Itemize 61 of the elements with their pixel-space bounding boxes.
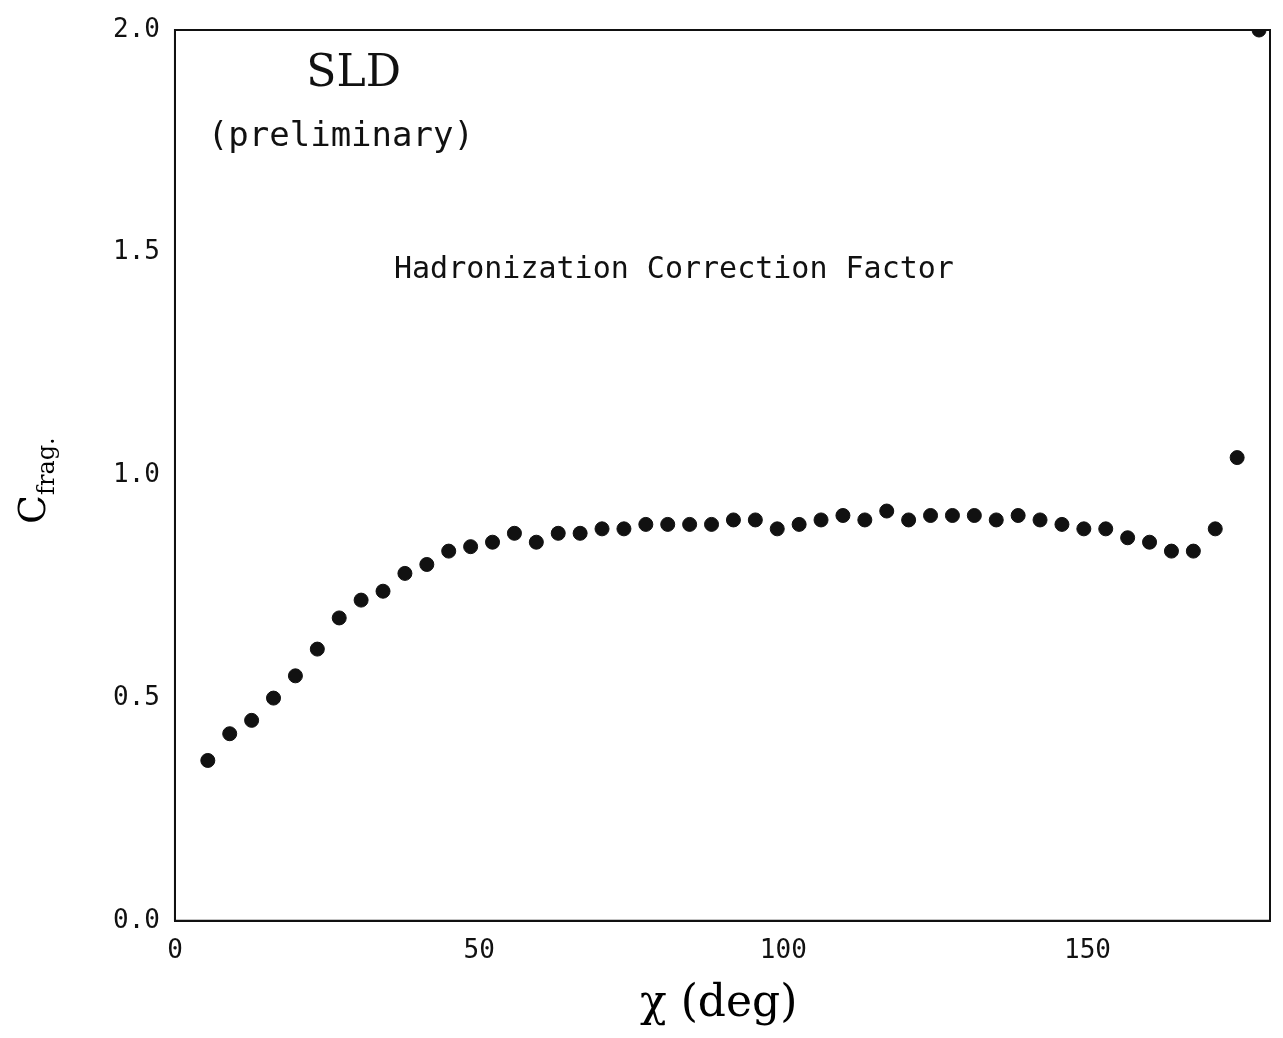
point: [485, 534, 501, 550]
point: [353, 592, 369, 608]
point: [397, 565, 413, 581]
point: [572, 525, 588, 541]
point: [441, 543, 457, 559]
point: [682, 516, 698, 532]
point: [857, 512, 873, 528]
point: [769, 521, 785, 537]
point: [375, 583, 391, 599]
point: [287, 668, 303, 684]
point: [1185, 543, 1201, 559]
point: [1010, 507, 1026, 523]
x-axis-title: χ (deg): [640, 975, 798, 1026]
point: [244, 712, 260, 728]
point: [879, 503, 895, 519]
point: [835, 507, 851, 523]
point: [463, 539, 479, 555]
point: [1229, 450, 1245, 466]
point: [528, 534, 544, 550]
point: [594, 521, 610, 537]
point: [1076, 521, 1092, 537]
y-tick-label: 1.0: [112, 458, 160, 489]
point: [266, 690, 282, 706]
point: [747, 512, 763, 528]
x-tick-label: 100: [759, 934, 807, 965]
point: [1120, 530, 1136, 546]
point: [901, 512, 917, 528]
x-tick-label: 0: [167, 934, 183, 965]
point: [791, 516, 807, 532]
point: [506, 525, 522, 541]
point: [1054, 516, 1070, 532]
annotation: (preliminary): [207, 113, 474, 154]
point: [419, 556, 435, 572]
point: [616, 521, 632, 537]
point: [660, 516, 676, 532]
point: [1098, 521, 1114, 537]
point: [550, 525, 566, 541]
y-tick-label: 0.5: [112, 680, 160, 711]
point: [1142, 534, 1158, 550]
point: [222, 726, 238, 742]
point: [725, 512, 741, 528]
point: [309, 641, 325, 657]
point: [1207, 521, 1223, 537]
point: [923, 507, 939, 523]
point: [331, 610, 347, 626]
point: [1032, 512, 1048, 528]
point: [704, 516, 720, 532]
point: [1163, 543, 1179, 559]
x-tick-label: 50: [463, 934, 495, 965]
x-tick-label: 150: [1064, 934, 1111, 965]
point: [966, 507, 982, 523]
point: [988, 512, 1004, 528]
point: [200, 752, 216, 768]
y-tick-label: 2.0: [112, 12, 160, 43]
y-tick-label: 0.0: [112, 903, 160, 934]
point: [813, 512, 829, 528]
point: [638, 516, 654, 532]
y-tick-label: 1.5: [112, 235, 160, 266]
annotation: SLD: [306, 44, 402, 96]
point: [944, 507, 960, 523]
annotation: Hadronization Correction Factor: [393, 250, 954, 286]
